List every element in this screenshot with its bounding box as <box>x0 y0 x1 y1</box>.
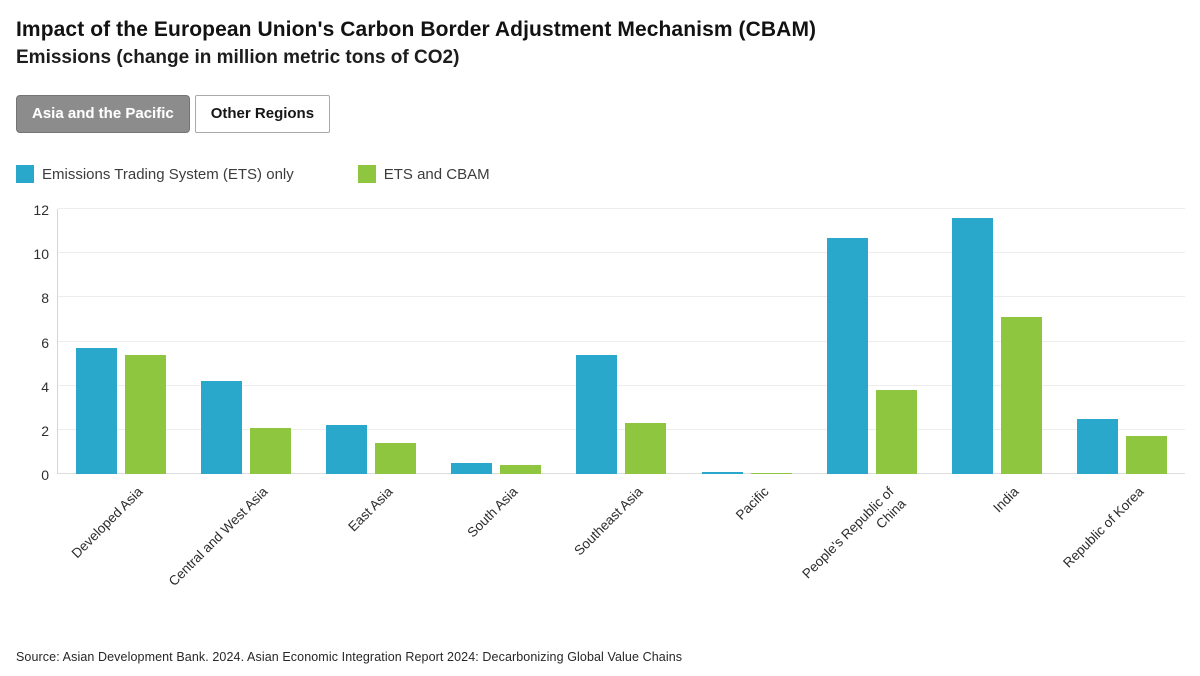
gridline <box>58 428 1185 430</box>
bar-chart: 0 2 4 6 8 10 12 Developed Asia Central and West … <box>16 202 1185 634</box>
gridline <box>58 340 1185 342</box>
bar-group-pacific: Pacific <box>684 209 809 523</box>
y-tick-label: 8 <box>41 290 49 307</box>
gridline <box>58 384 1185 386</box>
bar-group-east-asia: East Asia <box>308 209 433 534</box>
x-axis-label: People's Republic of China <box>799 484 909 582</box>
x-axis-label: Republic of Korea <box>1060 484 1147 571</box>
y-tick-label: 0 <box>41 467 49 483</box>
source-note: Source: Asian Development Bank. 2024. As… <box>16 650 683 664</box>
legend-item: Emissions Trading System (ETS) only <box>16 165 294 183</box>
y-tick-label: 4 <box>41 378 49 395</box>
gridline <box>58 252 1185 254</box>
bar-group-developed-asia: Developed Asia <box>58 209 183 561</box>
page-subtitle: Emissions (change in million metric tons… <box>16 47 460 68</box>
x-axis-label: Central and West Asia <box>165 484 271 589</box>
x-axis-label: India <box>990 484 1022 516</box>
bar <box>1077 418 1119 474</box>
gridline <box>58 296 1185 298</box>
x-axis-line <box>58 473 1185 474</box>
chart-legend: Emissions Trading System (ETS) only ETS a… <box>16 165 1185 183</box>
bar-group-republic-of-korea: Republic of Korea <box>1060 209 1185 570</box>
bars-container: Developed Asia Central and West Asia East … <box>58 209 1185 589</box>
bar <box>1001 317 1043 474</box>
bar <box>1126 436 1168 474</box>
legend-swatch-icon <box>16 165 34 183</box>
y-tick-label: 2 <box>41 422 49 439</box>
legend-label: ETS and CBAM <box>383 165 490 183</box>
tab-other-regions[interactable]: Other Regions <box>194 95 331 133</box>
bar <box>75 348 117 474</box>
bar <box>875 390 917 474</box>
page-title: Impact of the European Union's Carbon Bo… <box>16 18 817 41</box>
bar <box>750 472 792 474</box>
bar <box>200 381 242 474</box>
legend-swatch-icon <box>357 165 376 183</box>
bar-group-southeast-asia: Southeast Asia <box>559 209 684 558</box>
bar <box>326 425 368 474</box>
bar-group-people-s-republic-of: People's Republic of China <box>799 209 934 581</box>
bar <box>576 354 618 474</box>
x-axis-label: East Asia <box>345 484 396 535</box>
bar-group-south-asia: South Asia <box>434 209 559 540</box>
bar <box>124 354 166 474</box>
tab-asia-and-the-pacific[interactable]: Asia and the Pacific <box>16 95 190 133</box>
x-axis-label: Pacific <box>732 484 772 523</box>
y-tick-label: 12 <box>33 202 49 218</box>
region-tabs: Asia and the Pacific Other Regions <box>16 95 1185 133</box>
x-axis-label: Southeast Asia <box>571 484 647 559</box>
bar <box>500 465 542 474</box>
y-tick-label: 6 <box>41 334 49 351</box>
bar-group-central-and-west-asia: Central and West Asia <box>166 209 308 589</box>
bar <box>451 462 493 474</box>
legend-item: ETS and CBAM <box>357 165 490 183</box>
x-axis-label: South Asia <box>464 484 521 541</box>
bar <box>826 237 868 474</box>
bar <box>952 217 994 474</box>
bar <box>625 423 667 474</box>
y-tick-label: 10 <box>33 246 49 263</box>
plot-area: 0 2 4 6 8 10 12 Developed Asia Central and West … <box>33 202 1185 589</box>
bar <box>701 471 743 474</box>
bar-group-india: India <box>935 209 1060 515</box>
gridline <box>58 208 1185 209</box>
legend-label: Emissions Trading System (ETS) only <box>42 165 294 183</box>
bar <box>375 443 417 474</box>
bar <box>249 427 291 474</box>
x-axis-label: Developed Asia <box>68 484 146 561</box>
